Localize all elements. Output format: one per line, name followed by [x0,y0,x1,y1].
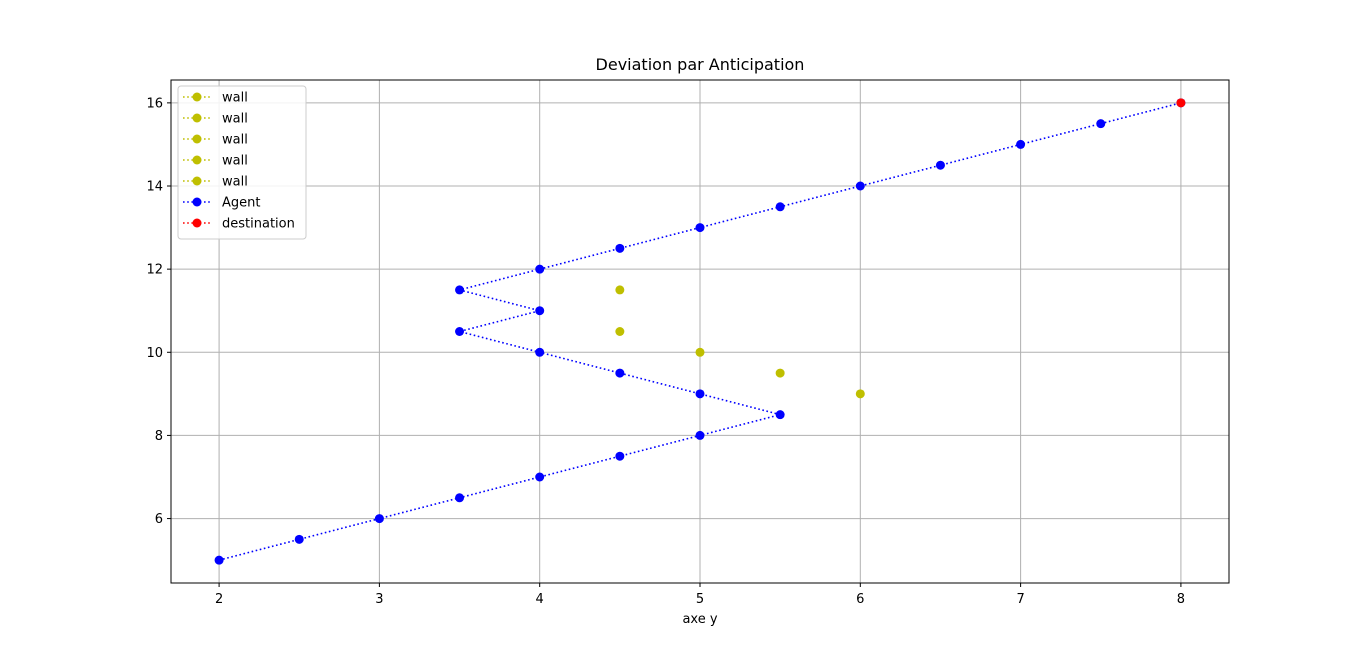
legend-label-wall: wall [222,133,248,148]
legend-label-wall: wall [222,154,248,169]
agent-point [455,327,465,336]
legend-label-destination: destination [222,217,295,232]
destination-point [1176,98,1186,108]
legend-label-wall: wall [222,112,248,127]
legend-marker-destination [192,218,202,228]
agent-point [455,285,465,295]
x-tick-label: 3 [375,592,383,607]
agent-point [935,160,945,170]
x-tick-label: 6 [856,592,864,607]
legend: wall wall wall wall wall Agent destination [177,85,307,240]
legend-marker-wall [192,134,202,144]
legend-label-wall: wall [222,175,248,190]
y-tick-label: 10 [146,346,163,361]
agent-point [535,306,545,316]
wall-point [855,389,865,399]
agent-point [294,534,304,544]
y-tick-label: 14 [146,180,163,195]
agent-point [855,181,865,191]
legend-marker-wall [192,176,202,186]
agent-point [775,410,785,420]
legend-label-agent: Agent [222,196,260,211]
x-axis-label: axe y [682,612,717,627]
agent-point [695,389,705,399]
y-tick-label: 8 [155,429,163,444]
agent-point [695,223,705,233]
agent-point [374,514,384,524]
agent-point [1016,139,1026,149]
x-tick-label: 8 [1177,592,1185,607]
agent-point [615,451,625,461]
y-tick-label: 16 [146,96,163,111]
agent-point [615,243,625,253]
agent-point [535,264,545,274]
agent-point [535,347,545,357]
legend-marker-wall [192,92,202,102]
chart-title: Deviation par Anticipation [596,55,805,74]
agent-point [455,493,465,503]
agent-point [214,555,224,565]
agent-point [775,202,785,212]
x-tick-label: 2 [215,592,223,607]
wall-point [775,368,785,378]
wall-point [615,285,625,295]
legend-marker-wall [192,113,202,123]
plot-series [214,98,1186,565]
agent-point [535,472,545,482]
y-tick-label: 6 [155,512,163,527]
legend-marker-agent [192,197,202,207]
agent-point [695,430,705,440]
legend-label-wall: wall [222,91,248,106]
agent-line [218,102,1182,561]
axis-ticks: 2 3 4 5 6 7 8 6 8 10 12 14 16 [146,96,1185,607]
x-tick-label: 5 [696,592,704,607]
y-tick-label: 12 [146,263,163,278]
x-tick-label: 7 [1016,592,1024,607]
agent-point [1096,119,1106,129]
legend-marker-wall [192,155,202,165]
agent-point [615,368,625,378]
wall-point [695,347,705,357]
wall-point [615,327,625,336]
x-tick-label: 4 [536,592,544,607]
legend-box [177,85,307,240]
